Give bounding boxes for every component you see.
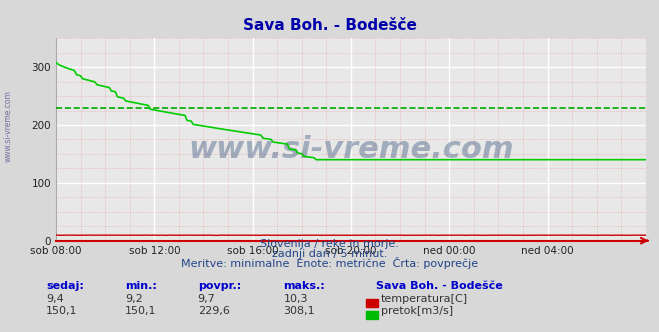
Text: temperatura[C]: temperatura[C] (381, 294, 468, 304)
Text: www.si-vreme.com: www.si-vreme.com (3, 90, 13, 162)
Text: 9,4: 9,4 (46, 294, 64, 304)
Text: 150,1: 150,1 (125, 306, 157, 316)
Text: 150,1: 150,1 (46, 306, 78, 316)
Text: Sava Boh. - Bodešče: Sava Boh. - Bodešče (376, 281, 502, 291)
Text: min.:: min.: (125, 281, 157, 291)
Text: zadnji dan / 5 minut.: zadnji dan / 5 minut. (272, 249, 387, 259)
Text: povpr.:: povpr.: (198, 281, 241, 291)
Text: maks.:: maks.: (283, 281, 325, 291)
Text: 9,7: 9,7 (198, 294, 215, 304)
Text: 10,3: 10,3 (283, 294, 308, 304)
Text: Meritve: minimalne  Enote: metrične  Črta: povprečje: Meritve: minimalne Enote: metrične Črta:… (181, 257, 478, 269)
Text: 308,1: 308,1 (283, 306, 315, 316)
Text: sedaj:: sedaj: (46, 281, 84, 291)
Text: Slovenija / reke in morje.: Slovenija / reke in morje. (260, 239, 399, 249)
Text: 9,2: 9,2 (125, 294, 143, 304)
Text: 229,6: 229,6 (198, 306, 229, 316)
Text: Sava Boh. - Bodešče: Sava Boh. - Bodešče (243, 18, 416, 33)
Text: www.si-vreme.com: www.si-vreme.com (188, 135, 514, 164)
Text: pretok[m3/s]: pretok[m3/s] (381, 306, 453, 316)
